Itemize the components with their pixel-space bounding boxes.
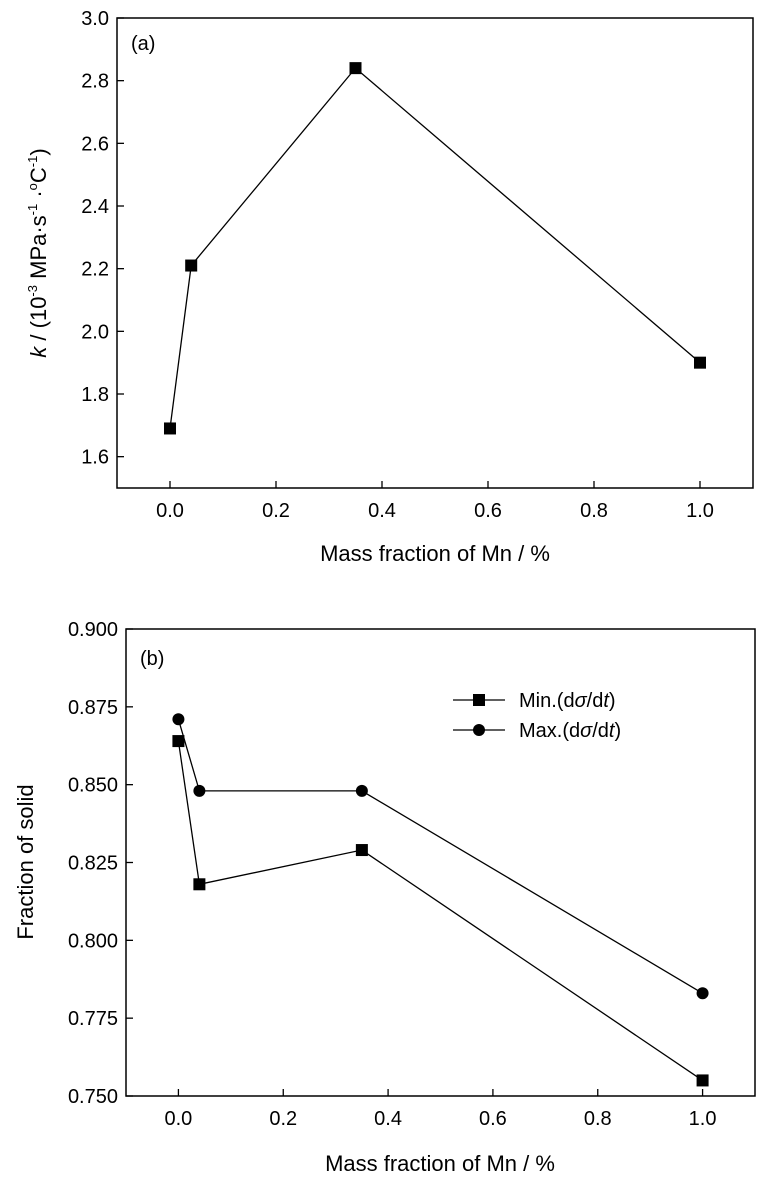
data-point <box>193 878 206 891</box>
y-tick-label: 2.8 <box>81 71 109 93</box>
chart-b-y-axis-title: Fraction of solid <box>13 784 38 939</box>
chart-b-series <box>172 713 709 1087</box>
legend-min-part-3: t <box>603 690 610 712</box>
legend-min-part-2: /d <box>587 690 604 712</box>
y-tick-label: 0.900 <box>68 619 118 641</box>
y-tick-label: 2.0 <box>81 321 109 343</box>
y-title-exp3: -1 <box>25 156 40 168</box>
chart-b-panel-label: (b) <box>140 648 164 670</box>
chart-a-frame <box>116 17 754 489</box>
y-tick-label: 2.6 <box>81 133 109 155</box>
series-line-2 <box>177 719 703 994</box>
legend-max-part-4: ) <box>614 720 621 742</box>
data-point <box>696 1074 709 1087</box>
chart-a-y-ticks: 1.6 1.8 2.0 2.2 2.4 2.6 2.8 3.0 <box>81 8 124 469</box>
data-point <box>694 356 706 369</box>
x-tick-label: 0.0 <box>156 500 184 522</box>
series-line-1 <box>169 67 701 429</box>
legend-max-part-3: t <box>609 720 616 742</box>
legend-min-part-1: σ <box>575 690 588 712</box>
data-point <box>193 784 206 797</box>
y-tick-label: 3.0 <box>81 8 109 30</box>
legend-label-max: Max.(dσ/dt) <box>519 720 621 742</box>
data-point <box>185 259 198 272</box>
x-tick-label: 0.6 <box>474 500 502 522</box>
legend-min-part-4: ) <box>609 690 616 712</box>
y-tick-label: 0.750 <box>68 1086 118 1108</box>
data-point <box>164 422 176 435</box>
data-point <box>172 713 185 726</box>
y-title-exp1: -3 <box>25 285 40 297</box>
x-tick-label: 0.4 <box>374 1108 402 1130</box>
x-tick-label: 0.2 <box>269 1108 297 1130</box>
chart-a-x-ticks: 0.0 0.2 0.4 0.6 0.8 1.0 <box>156 481 714 522</box>
y-title-deg: o <box>25 183 40 190</box>
legend-marker-max <box>473 724 485 736</box>
x-tick-label: 0.8 <box>580 500 608 522</box>
y-title-dot: · <box>26 190 51 203</box>
y-title-close: ) <box>26 148 51 155</box>
x-tick-label: 1.0 <box>686 500 714 522</box>
y-tick-label: 0.825 <box>68 853 118 875</box>
y-tick-label: 0.875 <box>68 697 118 719</box>
y-title-unit: C <box>26 167 51 183</box>
y-tick-label: 1.6 <box>81 447 109 469</box>
y-title-mid: MPa·s <box>26 215 51 285</box>
data-point <box>355 844 368 857</box>
y-tick-label: 0.800 <box>68 930 118 952</box>
chart-b-x-ticks: 0.0 0.2 0.4 0.6 0.8 1.0 <box>165 1089 717 1130</box>
series-line-1 <box>177 740 703 1081</box>
legend-marker-min <box>473 694 485 706</box>
chart-a-x-axis-title: Mass fraction of Mn / % <box>320 541 550 566</box>
y-title-exp2: -1 <box>25 204 40 216</box>
data-point <box>355 784 368 797</box>
chart-b-frame <box>125 628 756 1097</box>
y-tick-label: 0.850 <box>68 775 118 797</box>
data-point <box>696 987 709 1000</box>
legend-max-part-2: /d <box>592 720 609 742</box>
chart-b-legend: Min.(dσ/dt) Max.(dσ/dt) <box>453 690 621 742</box>
y-title-open: / (10 <box>26 297 51 347</box>
y-title-k: k <box>26 346 51 358</box>
chart-a-panel-label: (a) <box>131 33 155 55</box>
y-tick-label: 2.2 <box>81 259 109 281</box>
y-tick-label: 0.775 <box>68 1008 118 1030</box>
chart-a: 1.6 1.8 2.0 2.2 2.4 2.6 2.8 3.0 0.0 0.2 0.4 0.6 0.8… <box>25 8 754 566</box>
legend-label-min: Min.(dσ/dt) <box>519 690 616 712</box>
x-tick-label: 1.0 <box>689 1108 717 1130</box>
data-point <box>349 62 362 75</box>
chart-b-x-axis-title: Mass fraction of Mn / % <box>325 1151 555 1176</box>
y-tick-label: 1.8 <box>81 384 109 406</box>
chart-b-y-ticks: 0.750 0.775 0.800 0.825 0.850 0.875 0.900 <box>68 619 133 1108</box>
chart-a-series <box>164 62 706 435</box>
chart-a-y-axis-title: k / (10-3 MPa·s-1 ·oC-1) <box>25 148 51 357</box>
y-tick-label: 2.4 <box>81 196 109 218</box>
data-point <box>172 735 185 748</box>
x-tick-label: 0.2 <box>262 500 290 522</box>
x-tick-label: 0.8 <box>584 1108 612 1130</box>
x-tick-label: 0.4 <box>368 500 396 522</box>
legend-min-part-0: Min.(d <box>519 690 575 712</box>
x-tick-label: 0.0 <box>165 1108 193 1130</box>
x-tick-label: 0.6 <box>479 1108 507 1130</box>
legend-max-part-1: σ <box>580 720 593 742</box>
legend-max-part-0: Max.(d <box>519 720 580 742</box>
